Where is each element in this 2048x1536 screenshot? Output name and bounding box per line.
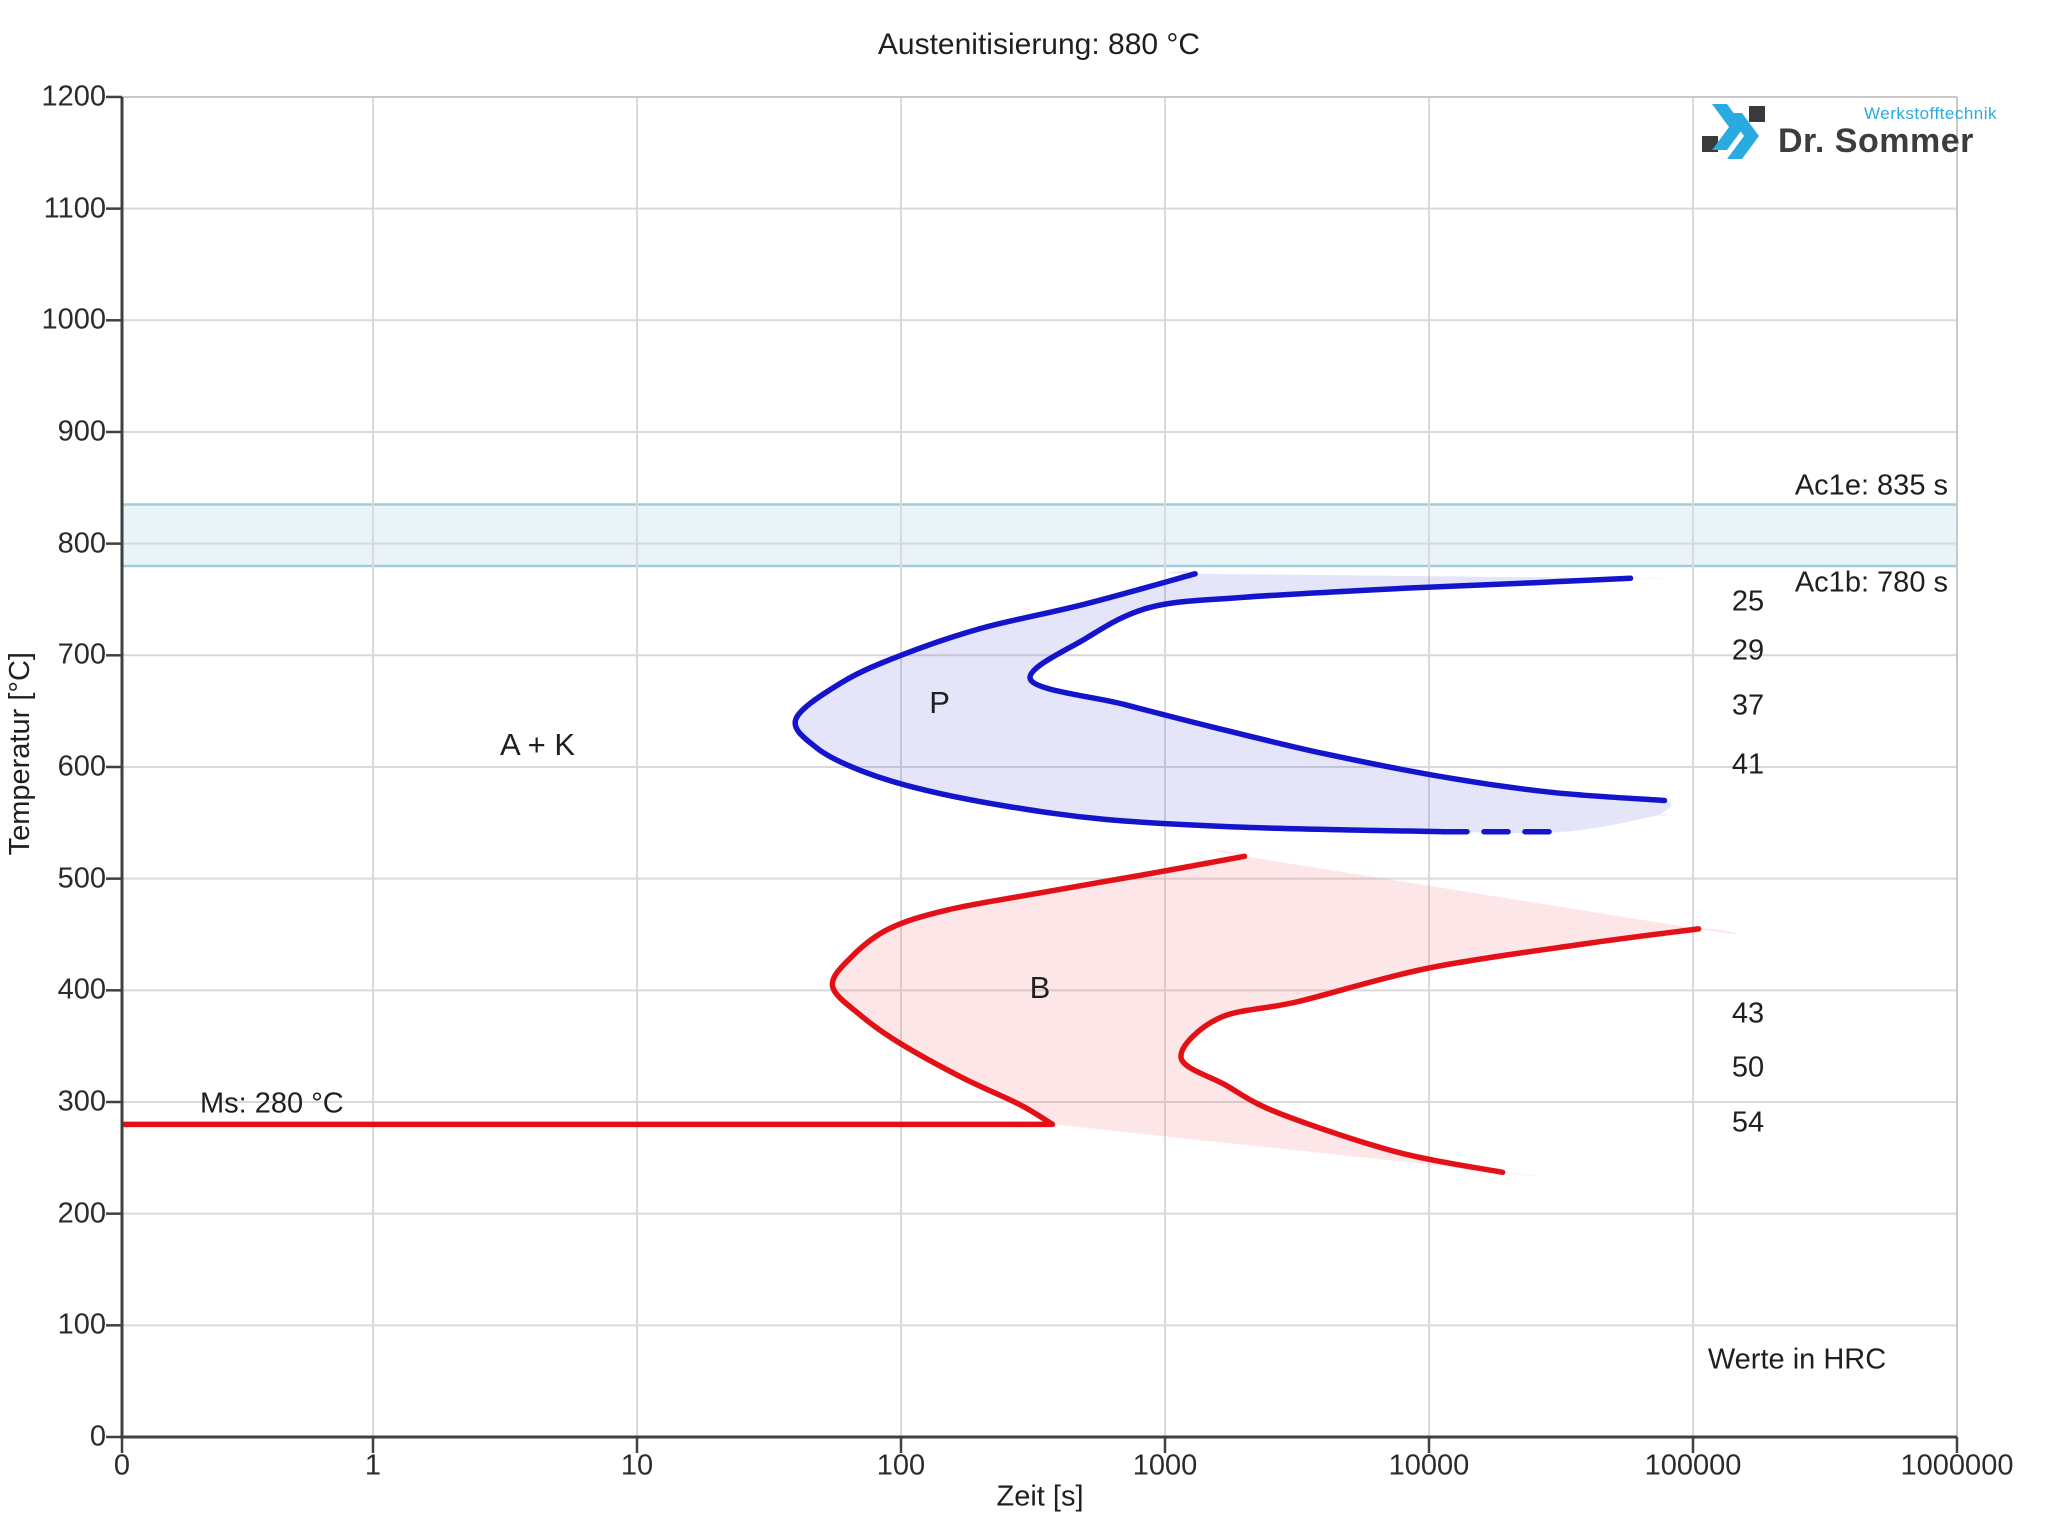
hardness-value-43: 43	[1731, 997, 1765, 1030]
y-tick-label-0: 0	[89, 1420, 106, 1453]
y-tick-label-500: 500	[57, 862, 106, 895]
y-tick-label-800: 800	[57, 527, 106, 560]
x-tick-label-0: 0	[113, 1449, 131, 1482]
y-tick-label-1200: 1200	[41, 80, 106, 113]
bainite-region-fill	[832, 850, 1737, 1177]
y-tick-label-600: 600	[57, 750, 106, 783]
y-tick-label-200: 200	[57, 1197, 106, 1230]
hardness-note: Werte in HRC	[1707, 1343, 1887, 1376]
bainite-outer-curve	[829, 853, 1248, 1128]
x-tick-label-1000: 1000	[1132, 1449, 1198, 1482]
ac1b-label: Ac1b: 780 s	[1794, 566, 1948, 599]
hardness-value-50: 50	[1731, 1051, 1765, 1084]
hardness-value-54: 54	[1731, 1106, 1765, 1139]
hardness-value-37: 37	[1731, 689, 1765, 722]
y-tick-label-300: 300	[57, 1085, 106, 1118]
ms-label: Ms: 280 °C	[200, 1087, 344, 1120]
pearlite-inner-curve	[1027, 575, 1668, 804]
y-tick-label-1100: 1100	[43, 192, 106, 225]
logo-brand: Dr. Sommer	[1778, 121, 1974, 160]
x-tick-label-10000: 10000	[1388, 1449, 1470, 1482]
region-label-AK: A + K	[500, 726, 576, 762]
y-tick-label-400: 400	[57, 973, 106, 1006]
y-tick-label-700: 700	[57, 638, 106, 671]
y-tick-label-900: 900	[57, 415, 106, 448]
region-label-P: P	[929, 685, 950, 721]
y-tick-label-1000: 1000	[41, 303, 106, 336]
x-tick-label-100: 100	[876, 1449, 926, 1482]
hardness-value-41: 41	[1731, 748, 1765, 781]
ac1-band	[122, 504, 1957, 566]
bainite-inner-curve	[1178, 926, 1702, 1176]
hardness-value-29: 29	[1731, 634, 1765, 667]
chart-title: Austenitisierung: 880 °C	[877, 28, 1201, 61]
logo-subtitle: Werkstofftechnik	[1864, 103, 1998, 123]
hardness-value-25: 25	[1731, 585, 1765, 618]
x-tick-label-10: 10	[620, 1449, 654, 1482]
ac1e-label: Ac1e: 835 s	[1794, 469, 1948, 502]
pearlite-outer-curve	[792, 571, 1446, 835]
region-label-B: B	[1029, 970, 1051, 1006]
logo-text-block: Werkstofftechnik Dr. Sommer	[1778, 105, 1997, 158]
x-axis-title: Zeit [s]	[996, 1480, 1084, 1513]
logo-icon	[1702, 104, 1765, 159]
y-axis-title: Temperatur [°C]	[4, 652, 36, 856]
x-tick-label-100000: 100000	[1644, 1449, 1742, 1482]
x-tick-label-1: 1	[364, 1449, 382, 1482]
x-tick-label-1000000: 1000000	[1900, 1449, 2014, 1482]
pearlite-region-fill	[795, 571, 1672, 834]
logo: Werkstofftechnik Dr. Sommer	[1700, 100, 1997, 162]
y-tick-label-100: 100	[57, 1308, 106, 1341]
